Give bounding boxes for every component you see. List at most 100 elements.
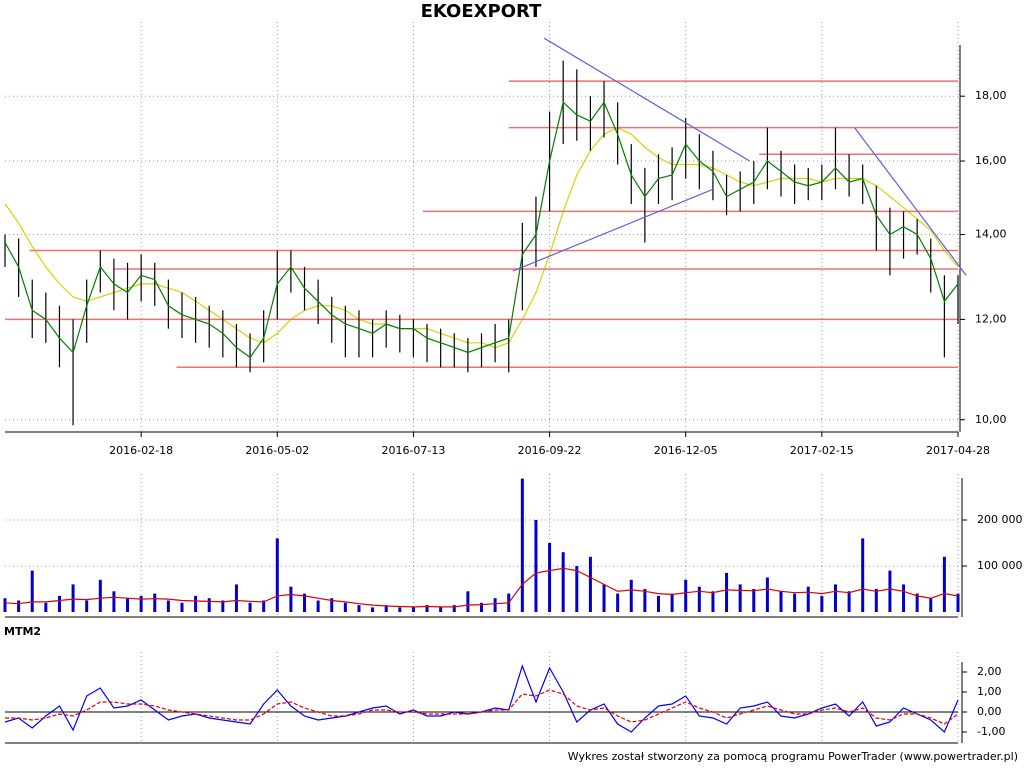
y-tick-label: -1,00	[977, 725, 1005, 738]
volume-bar	[752, 589, 756, 612]
volume-bar	[656, 595, 660, 612]
volume-bar	[643, 589, 647, 612]
x-tick-label: 2016-05-02	[245, 444, 309, 457]
y-tick-label: 16,00	[975, 154, 1007, 167]
y-tick-label: 18,00	[975, 89, 1007, 102]
volume-bar	[30, 570, 34, 612]
y-tick-label: 0,00	[977, 705, 1002, 718]
trend-line	[543, 37, 751, 162]
volume-bar	[861, 538, 865, 612]
panel-title: MTM2	[4, 625, 41, 638]
volume-bar	[548, 543, 552, 612]
volume-bar	[153, 593, 157, 612]
volume-bar	[425, 605, 429, 612]
volume-bar	[956, 593, 960, 612]
chart-title: EKOEXPORT	[421, 1, 542, 22]
volume-bar	[629, 579, 633, 612]
x-tick-label: 2017-04-28	[926, 444, 990, 457]
volume-bar	[915, 593, 919, 612]
volume-bar	[765, 577, 769, 612]
volume-bar	[725, 572, 729, 612]
volume-bar	[262, 600, 266, 612]
volume-bar	[17, 600, 21, 612]
y-tick-label: 14,00	[975, 228, 1007, 241]
volume-bar	[616, 593, 620, 612]
volume-bar	[248, 602, 252, 612]
volume-bar	[180, 602, 184, 612]
volume-bar	[85, 600, 89, 612]
x-tick-label: 2016-09-22	[518, 444, 582, 457]
volume-bar	[357, 605, 361, 612]
volume-bar	[398, 607, 402, 612]
volume-bar	[561, 552, 565, 612]
volume-bar	[57, 595, 61, 612]
volume-bar	[588, 556, 592, 612]
volume-bar	[207, 598, 211, 612]
volume-bar	[929, 598, 933, 612]
volume-bar	[221, 600, 225, 612]
volume-bar	[697, 586, 701, 612]
volume-bar	[480, 602, 483, 612]
volume-bar	[411, 606, 415, 612]
volume-bar	[466, 591, 470, 612]
volume-bar	[166, 600, 170, 612]
y-tick-label: 1,00	[977, 685, 1002, 698]
volume-bar	[343, 602, 347, 612]
volume-bar	[44, 602, 48, 612]
y-tick-label: 10,00	[975, 413, 1007, 426]
y-tick-label: 12,00	[975, 312, 1007, 325]
volume-bar	[234, 584, 238, 612]
volume-bar	[820, 595, 824, 612]
volume-bar	[384, 605, 388, 612]
indicator-line	[5, 689, 959, 725]
volume-bar	[330, 598, 334, 612]
volume-bar	[847, 591, 851, 612]
volume-bar	[874, 589, 878, 612]
volume-bar	[806, 586, 810, 612]
trend-line	[512, 188, 714, 272]
volume-bar	[520, 478, 524, 612]
y-tick-label: 200 000	[977, 513, 1023, 526]
indicator-line	[4, 664, 959, 734]
volume-bar	[316, 600, 320, 612]
trend-line	[854, 127, 967, 276]
volume-bar	[793, 593, 797, 612]
volume-bar	[534, 520, 538, 612]
volume-bar	[684, 579, 688, 612]
x-tick-label: 2016-07-13	[381, 444, 445, 457]
volume-bar	[888, 570, 892, 612]
volume-bar	[3, 598, 7, 612]
volume-bar	[833, 584, 837, 612]
volume-bar	[289, 586, 293, 612]
volume-bar	[98, 579, 102, 612]
volume-bar	[303, 593, 307, 612]
volume-average	[4, 567, 959, 608]
y-tick-label: 2,00	[977, 665, 1002, 678]
volume-bar	[112, 591, 116, 612]
volume-bar	[602, 584, 606, 612]
volume-bar	[371, 607, 375, 612]
footer: Wykres został stworzony za pomocą progra…	[568, 750, 1018, 763]
y-tick-label: 100 000	[977, 559, 1023, 572]
volume-bar	[942, 556, 946, 612]
x-tick-label: 2017-02-15	[790, 444, 854, 457]
volume-bar	[779, 591, 783, 612]
volume-bar	[126, 598, 130, 612]
volume-bar	[902, 584, 906, 612]
volume-bar	[194, 595, 198, 612]
close-line	[4, 101, 959, 359]
volume-bar	[575, 566, 579, 612]
volume-bar	[711, 591, 715, 612]
volume-bar	[738, 584, 742, 612]
volume-bar	[71, 584, 75, 612]
x-tick-label: 2016-12-05	[654, 444, 718, 457]
volume-bar	[452, 605, 456, 612]
x-tick-label: 2016-02-18	[109, 444, 173, 457]
volume-bar	[439, 607, 443, 612]
volume-bar	[670, 593, 674, 612]
volume-bar	[493, 598, 497, 612]
volume-bar	[275, 538, 279, 612]
volume-bar	[139, 595, 143, 612]
